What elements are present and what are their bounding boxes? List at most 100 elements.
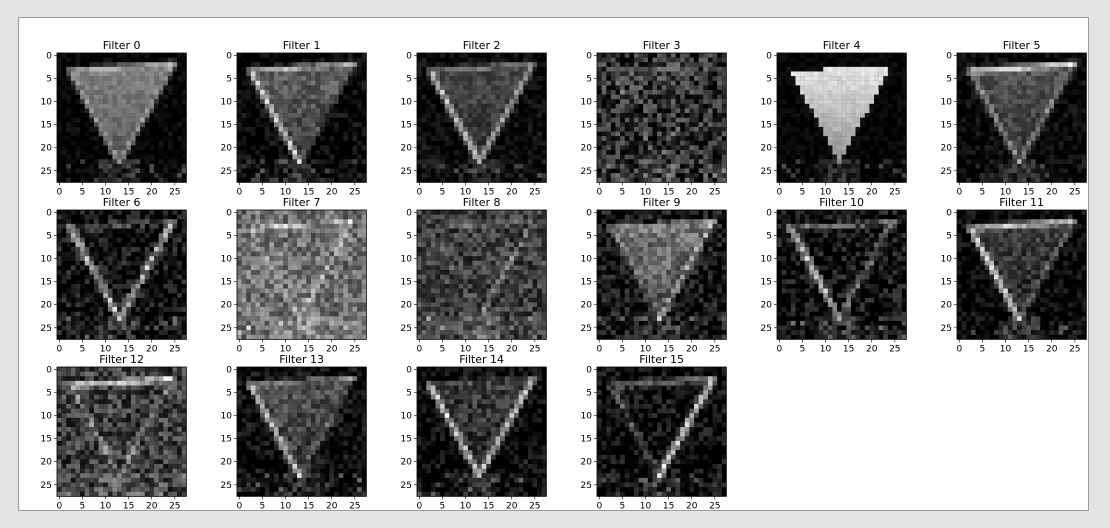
x-tick-label: 5 [440, 187, 446, 197]
subplot-3: 0 5 10 15 20 25 0 5 10 15 20 25 Filter 3 [581, 39, 727, 197]
x-tick-label: 10 [280, 187, 292, 197]
axes-frame [236, 52, 367, 183]
x-tick-label: 5 [260, 501, 266, 511]
x-tick-label: 0 [236, 344, 242, 354]
x-tick-label: 25 [169, 501, 180, 511]
y-tick-label: 0 [46, 51, 52, 61]
x-tick-label: 25 [889, 344, 900, 354]
y-tick-label: 20 [221, 458, 233, 468]
x-tick-label: 10 [640, 501, 652, 511]
y-tick-label: 20 [941, 144, 953, 154]
x-tick-label: 0 [956, 187, 962, 197]
x-tick-label: 25 [709, 501, 720, 511]
filter-image [57, 367, 187, 497]
x-tick-label: 25 [1069, 344, 1080, 354]
y-tick-label: 25 [41, 324, 52, 334]
filter-image [237, 367, 367, 497]
x-tick-label: 5 [80, 344, 86, 354]
y-tick-label: 10 [581, 255, 593, 265]
y-tick-label: 25 [581, 167, 592, 177]
filter-image [777, 210, 907, 340]
subplot-7: 0 5 10 15 20 25 0 5 10 15 20 25 Filter 7 [221, 196, 367, 354]
y-tick-label: 25 [221, 481, 232, 491]
x-tick-label: 15 [123, 344, 134, 354]
filter-image [777, 53, 907, 183]
x-tick-label: 10 [460, 501, 472, 511]
x-tick-label: 25 [169, 187, 180, 197]
x-tick-label: 0 [56, 501, 62, 511]
x-tick-label: 25 [889, 187, 900, 197]
y-tick-label: 10 [401, 255, 413, 265]
y-tick-label: 15 [401, 435, 412, 445]
axes-frame [956, 209, 1087, 340]
y-tick-label: 25 [221, 167, 232, 177]
subplot-title: Filter 7 [283, 196, 321, 209]
y-tick-label: 0 [586, 365, 592, 375]
x-tick-label: 20 [866, 344, 878, 354]
subplot-11: 0 5 10 15 20 25 0 5 10 15 20 25 Filter 11 [941, 196, 1087, 354]
y-tick-label: 10 [581, 412, 593, 422]
x-tick-label: 20 [146, 187, 158, 197]
x-tick-label: 10 [820, 344, 832, 354]
y-tick-label: 20 [581, 458, 593, 468]
y-tick-label: 20 [761, 144, 773, 154]
x-tick-label: 0 [236, 501, 242, 511]
subplot-title: Filter 8 [463, 196, 501, 209]
x-tick-label: 25 [709, 187, 720, 197]
y-tick-label: 10 [41, 412, 53, 422]
y-tick-label: 20 [401, 144, 413, 154]
x-tick-label: 15 [1023, 344, 1034, 354]
x-tick-label: 20 [326, 501, 338, 511]
subplot-9: 0 5 10 15 20 25 0 5 10 15 20 25 Filter 9 [581, 196, 727, 354]
y-tick-label: 5 [766, 231, 772, 241]
x-tick-label: 15 [663, 344, 674, 354]
x-tick-label: 20 [686, 501, 698, 511]
y-tick-label: 10 [221, 412, 233, 422]
subplot-13: 0 5 10 15 20 25 0 5 10 15 20 25 Filter 13 [221, 353, 367, 511]
x-tick-label: 5 [440, 344, 446, 354]
subplot-title: Filter 1 [283, 39, 321, 52]
subplot-10: 0 5 10 15 20 25 0 5 10 15 20 25 Filter 10 [761, 196, 907, 354]
subplot-15: 0 5 10 15 20 25 0 5 10 15 20 25 Filter 15 [581, 353, 727, 511]
y-tick-label: 0 [406, 51, 412, 61]
x-tick-label: 0 [596, 501, 602, 511]
y-tick-label: 10 [761, 255, 773, 265]
x-tick-label: 25 [529, 501, 540, 511]
axes-frame [56, 209, 187, 340]
axes-frame [416, 366, 547, 497]
x-tick-label: 20 [686, 187, 698, 197]
y-tick-label: 0 [766, 51, 772, 61]
y-tick-label: 20 [581, 144, 593, 154]
x-tick-label: 0 [56, 344, 62, 354]
subplot-title: Filter 9 [643, 196, 681, 209]
y-tick-label: 25 [401, 167, 412, 177]
x-tick-label: 15 [843, 344, 854, 354]
subplot-title: Filter 15 [639, 353, 684, 366]
x-tick-label: 10 [640, 344, 652, 354]
y-tick-label: 5 [46, 231, 52, 241]
y-tick-label: 0 [946, 51, 952, 61]
x-tick-label: 10 [460, 187, 472, 197]
y-tick-label: 10 [401, 412, 413, 422]
x-tick-label: 25 [529, 187, 540, 197]
y-tick-label: 15 [761, 121, 772, 131]
axes-frame [596, 366, 727, 497]
y-tick-label: 0 [766, 208, 772, 218]
filter-image [237, 53, 367, 183]
filter-image [417, 210, 547, 340]
filter-image [237, 210, 367, 340]
y-tick-label: 20 [401, 301, 413, 311]
y-tick-label: 15 [221, 278, 232, 288]
filter-image [57, 53, 187, 183]
filter-image [597, 210, 727, 340]
subplot-title: Filter 3 [643, 39, 681, 52]
x-tick-label: 25 [709, 344, 720, 354]
subplot-title: Filter 4 [823, 39, 861, 52]
x-tick-label: 20 [506, 187, 518, 197]
y-tick-label: 15 [221, 435, 232, 445]
x-tick-label: 10 [280, 501, 292, 511]
x-tick-label: 0 [416, 344, 422, 354]
y-tick-label: 25 [581, 324, 592, 334]
filter-image [957, 53, 1087, 183]
x-tick-label: 0 [236, 187, 242, 197]
